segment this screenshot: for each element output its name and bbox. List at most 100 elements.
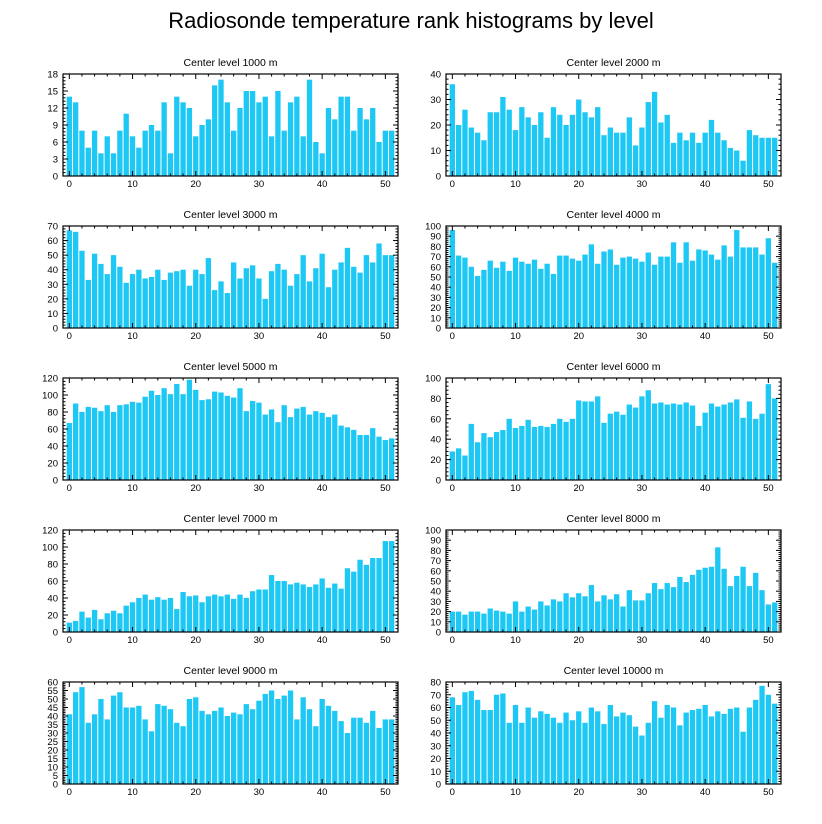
panel-title: Center level 4000 m	[567, 209, 661, 221]
figure-title: Radiosonde temperature rank histograms b…	[168, 8, 654, 33]
y-tick-label: 0	[436, 172, 441, 183]
histogram-bar	[325, 705, 332, 784]
histogram-bar	[715, 711, 721, 784]
histogram-bar	[519, 425, 525, 480]
histogram-bar	[569, 114, 576, 176]
histogram-bar	[557, 418, 563, 480]
histogram-bar	[487, 437, 493, 480]
histogram-bar	[344, 427, 351, 480]
histogram-bar	[79, 250, 85, 328]
y-tick-label: 10	[430, 313, 441, 324]
y-tick-label: 50	[47, 695, 58, 706]
histogram-bar	[167, 598, 174, 632]
histogram-bar	[174, 383, 180, 480]
histogram-bar	[91, 130, 98, 176]
histogram-bar	[696, 425, 702, 480]
histogram-bar	[338, 262, 344, 328]
histogram-bar	[332, 119, 338, 176]
x-tick-label: 40	[317, 179, 328, 190]
histogram-bar	[243, 268, 249, 328]
y-tick-label: 30	[47, 280, 58, 291]
histogram-bar	[759, 137, 765, 176]
panel-title: Center level 5000 m	[184, 361, 278, 373]
histogram-bar	[765, 238, 772, 328]
panel-title: Center level 8000 m	[567, 513, 661, 525]
histogram-bar	[468, 423, 474, 480]
histogram-bar	[268, 136, 275, 176]
histogram-bar	[474, 132, 481, 176]
x-tick-label: 50	[763, 635, 774, 646]
histogram-bar	[626, 404, 632, 480]
histogram-bar	[72, 231, 79, 328]
histogram-bar	[664, 583, 670, 632]
histogram-bar	[117, 692, 123, 784]
histogram-bar	[382, 541, 389, 632]
histogram-bar	[142, 130, 148, 176]
histogram-bar	[123, 404, 129, 480]
histogram-bar	[506, 613, 512, 632]
y-tick-label: 0	[436, 476, 441, 487]
x-tick-label: 50	[763, 787, 774, 798]
histogram-bar	[595, 601, 601, 632]
histogram-bar	[696, 569, 702, 632]
histogram-bar	[481, 269, 487, 328]
x-tick-label: 10	[127, 787, 138, 798]
histogram-bar	[765, 694, 772, 784]
x-tick-label: 0	[450, 179, 455, 190]
histogram-bar	[382, 440, 389, 480]
histogram-bar	[493, 610, 500, 632]
histogram-bar	[462, 109, 468, 176]
histogram-bar	[389, 541, 395, 632]
histogram-bar	[186, 699, 193, 784]
y-tick-label: 40	[430, 283, 441, 294]
x-tick-label: 20	[573, 787, 584, 798]
y-tick-label: 30	[430, 741, 441, 752]
histogram-bar	[306, 709, 313, 784]
histogram-bar	[262, 96, 268, 176]
y-tick-label: 60	[430, 414, 441, 425]
x-tick-label: 40	[700, 331, 711, 342]
histogram-bar	[218, 392, 224, 480]
y-tick-label: 10	[430, 617, 441, 628]
histogram-bar	[493, 694, 500, 784]
histogram-bar	[300, 255, 306, 328]
histogram-bar	[753, 572, 759, 632]
histogram-bar	[199, 274, 205, 328]
histogram-panel-4: Center level 4000 m0 10 20 30 40 500102030405…	[425, 209, 782, 342]
histogram-bar	[708, 254, 715, 328]
histogram-bar	[142, 594, 148, 632]
histogram-bar	[281, 695, 287, 784]
x-tick-label: 20	[190, 787, 201, 798]
histogram-bar	[338, 425, 344, 480]
x-tick-label: 0	[450, 331, 455, 342]
histogram-bar	[538, 425, 544, 480]
histogram-bar	[772, 262, 778, 328]
y-tick-label: 60	[430, 566, 441, 577]
histogram-bar	[212, 290, 218, 328]
histogram-bar	[740, 731, 746, 784]
panel-title: Center level 9000 m	[184, 665, 278, 677]
x-tick-label: 40	[317, 331, 328, 342]
y-tick-label: 10	[430, 767, 441, 778]
x-tick-label: 30	[637, 331, 648, 342]
histogram-bar	[281, 405, 287, 480]
histogram-bar	[117, 405, 123, 480]
histogram-bar	[753, 418, 759, 480]
histogram-bar	[389, 130, 395, 176]
y-tick-label: 0	[53, 324, 58, 335]
histogram-bar	[224, 594, 230, 632]
histogram-bar	[237, 278, 243, 328]
y-tick-label: 20	[47, 611, 58, 622]
histogram-bar	[142, 719, 148, 784]
y-tick-label: 90	[430, 536, 441, 547]
histogram-bar	[493, 267, 500, 328]
y-tick-label: 100	[425, 222, 441, 233]
histogram-bar	[294, 274, 300, 328]
histogram-bar	[281, 130, 287, 176]
histogram-bar	[110, 412, 117, 480]
histogram-bar	[670, 242, 677, 328]
histogram-bar	[500, 430, 506, 480]
histogram-bar	[79, 611, 85, 632]
histogram-bar	[538, 711, 544, 784]
histogram-bar	[79, 687, 85, 784]
